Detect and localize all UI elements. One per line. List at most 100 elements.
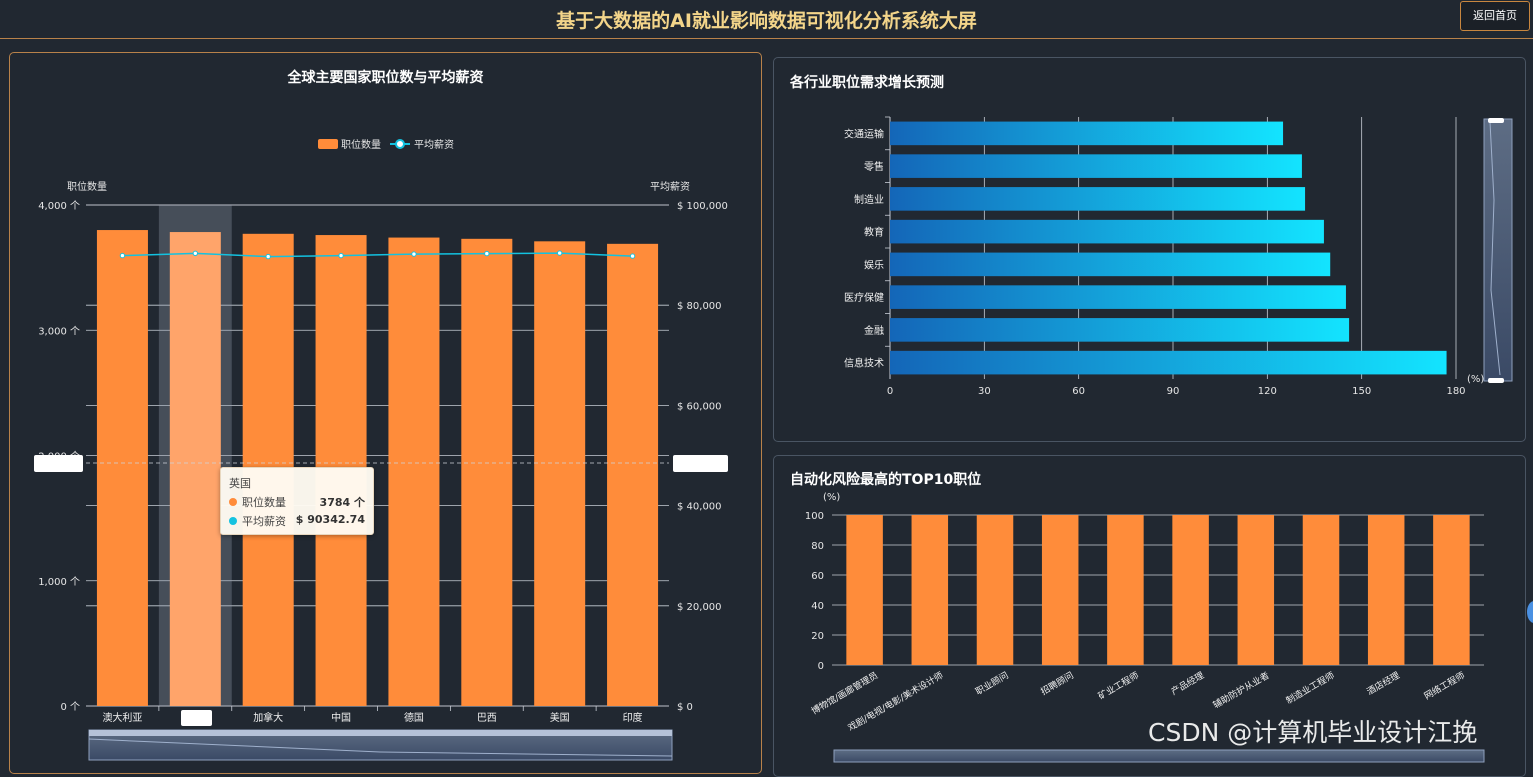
y-axis-name-right: 平均薪资 (650, 181, 690, 193)
x-tick-label: 网络工程师 (1422, 669, 1467, 702)
industry-growth-panel: 各行业职位需求增长预测 (773, 57, 1526, 442)
salary-point-4 (411, 251, 417, 257)
axis-pointer-label-left (34, 455, 83, 472)
industry-datazoom-handle-bottom (1488, 378, 1504, 383)
legend-jobs-label: 职位数量 (341, 138, 381, 151)
industry-chart: 0 30 60 90 120 150 180(%) 交通运输零售制造业教育娱乐医疗保健金融信息… (844, 116, 1513, 397)
legend-salary-marker (395, 139, 405, 149)
edge-float-button[interactable] (1527, 601, 1533, 623)
y-tick-label: 制造业 (854, 193, 884, 206)
salary-line (122, 252, 633, 258)
salary-point-6 (556, 250, 563, 256)
y-tick: 60 (811, 571, 824, 582)
industry-chart-title: 各行业职位需求增长预测 (790, 75, 944, 91)
industry-datazoom-slider (1483, 118, 1513, 382)
x-tick-label: 澳大利亚 (102, 711, 142, 724)
y-tick-right: $ 0 (677, 702, 693, 713)
salary-dot-icon (229, 517, 237, 525)
x-tick: 0 (887, 386, 893, 397)
bar-jobs-5 (461, 238, 513, 706)
x-tick-label: 印度 (623, 711, 643, 724)
y-tick-left: 4,000 个 (38, 200, 80, 212)
axis-pointer-label-right (673, 455, 728, 472)
industry-bar-5 (890, 285, 1346, 309)
industry-bar-1 (890, 154, 1302, 178)
x-tick-label: 制造业工程师 (1284, 669, 1337, 706)
risk-bar-8 (1367, 515, 1405, 665)
x-tick: 60 (1072, 386, 1085, 397)
watermark: CSDN @计算机毕业设计江挽 (1148, 718, 1478, 747)
x-tick-label: 加拿大 (253, 711, 283, 724)
x-tick-label: 酒店经理 (1365, 669, 1402, 697)
tooltip-row-salary: 平均薪资 $ 90342.74 (229, 513, 365, 529)
tooltip-title: 英国 (229, 477, 251, 490)
tooltip-jobs-value: 3784 个 (319, 496, 365, 509)
x-tick-label: 德国 (404, 711, 424, 724)
salary-point-0 (119, 252, 126, 259)
tooltip-row-jobs: 职位数量 3784 个 (229, 494, 365, 510)
y-tick: 20 (811, 631, 824, 642)
y-tick-right: $ 100,000 (677, 201, 728, 212)
y-tick: 80 (811, 541, 824, 552)
tooltip-salary-value: $ 90342.74 (295, 513, 365, 526)
risk-bar-4 (1107, 515, 1144, 665)
risk-bar-9 (1433, 515, 1470, 665)
y-tick-right: $ 80,000 (677, 301, 722, 312)
risk-chart-title: 自动化风险最高的TOP10职位 (790, 472, 982, 488)
legend-salary-label: 平均薪资 (414, 139, 454, 151)
y-tick-right: $ 20,000 (677, 602, 722, 613)
y-tick-left: 3,000 个 (38, 325, 80, 337)
x-tick-label: 博物馆/画廊管理员 (809, 669, 880, 717)
x-tick-label: 辅助防护从业者 (1211, 669, 1272, 711)
bar-jobs-7 (607, 243, 659, 706)
x-tick: 180 (1446, 386, 1465, 397)
x-tick-label: 中国 (331, 711, 351, 724)
y-tick: 40 (811, 601, 824, 612)
industry-bar-2 (890, 187, 1306, 211)
industry-datazoom-handle-top (1488, 118, 1504, 123)
salary-point-2 (265, 253, 271, 260)
tooltip-salary-name: 平均薪资 (242, 515, 286, 528)
top-bar: 基于大数据的AI就业影响数据可视化分析系统大屏 返回首页 (0, 0, 1533, 39)
x-axis-name: (%) (1467, 374, 1484, 385)
x-tick-label: 美国 (550, 711, 570, 724)
salary-point-5 (484, 250, 490, 257)
y-tick-label: 信息技术 (844, 357, 884, 370)
x-tick-label: 招聘顾问 (1039, 669, 1076, 697)
y-axis-name: (%) (823, 492, 840, 503)
industry-datazoom-preview (1489, 121, 1501, 376)
axis-pointer-label-bottom (181, 710, 212, 726)
datazoom-top-bar (89, 730, 672, 736)
y-tick-left: 0 个 (60, 701, 80, 713)
y-tick-left: 1,000 个 (38, 576, 80, 588)
risk-bar-2 (976, 515, 1014, 665)
salary-point-7 (629, 253, 636, 259)
back-home-button[interactable]: 返回首页 (1460, 1, 1530, 31)
salary-point-1 (192, 250, 199, 257)
bar-jobs-1 (169, 232, 221, 706)
datazoom-preview-line (88, 738, 673, 757)
y-tick: 100 (805, 511, 824, 522)
risk-bar-7 (1302, 515, 1340, 665)
risk-bar-6 (1237, 515, 1275, 665)
country-tooltip: 英国 职位数量 3784 个 平均薪资 $ 90342.74 (220, 467, 374, 535)
y-tick-label: 零售 (864, 160, 884, 173)
bar-jobs-6 (534, 241, 586, 706)
risk-bar-5 (1172, 515, 1209, 665)
tooltip-jobs-name: 职位数量 (242, 496, 286, 509)
jobs-dot-icon (229, 498, 237, 506)
industry-bar-3 (890, 219, 1324, 244)
x-tick: 150 (1352, 386, 1371, 397)
risk-bar-1 (911, 515, 949, 665)
risk-bar-3 (1041, 515, 1079, 665)
x-tick: 90 (1167, 386, 1180, 397)
y-tick-label: 教育 (864, 226, 884, 239)
x-tick-label: 巴西 (477, 712, 497, 724)
page-title: 基于大数据的AI就业影响数据可视化分析系统大屏 (556, 10, 977, 32)
y-axis-name-left: 职位数量 (67, 180, 107, 193)
x-tick: 120 (1258, 386, 1277, 397)
salary-point-3 (338, 252, 344, 259)
y-tick-label: 交通运输 (844, 127, 884, 140)
